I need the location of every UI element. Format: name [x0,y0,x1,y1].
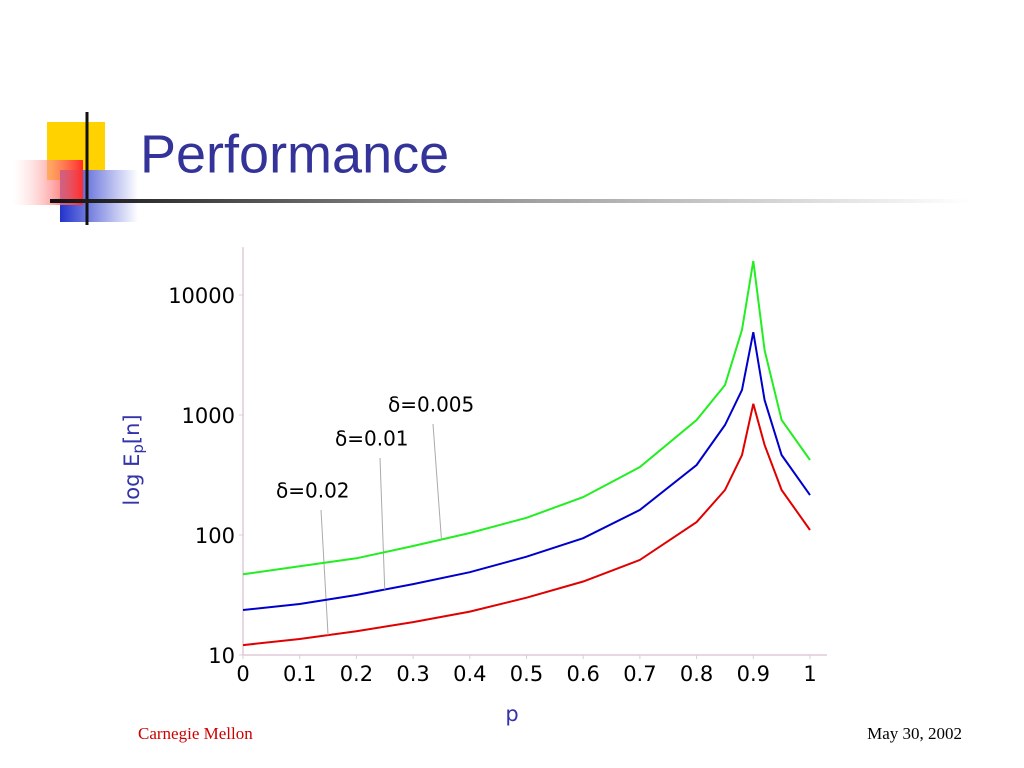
label-leader [432,423,442,540]
y-tick-label: 10000 [168,284,235,308]
label-leader [379,457,386,590]
x-tick-label: 0.1 [283,662,316,686]
series-line [242,332,811,611]
series-label: δ=0.01 [335,427,409,451]
x-tick-label: 0.8 [680,662,713,686]
y-tick-label: 1000 [182,404,235,428]
y-axis-label: log Ep[n] [120,414,147,505]
y-tick-label: 10 [208,644,235,668]
x-tick-label: 0.4 [453,662,486,686]
x-tick-label: 0.9 [737,662,770,686]
x-tick-label: 0.6 [566,662,599,686]
x-tick-label: 0 [236,662,249,686]
y-tick-label: 100 [195,524,235,548]
footer-left: Carnegie Mellon [138,724,253,743]
series-line [242,403,811,647]
footer-right: May 30, 2002 [867,724,962,743]
plot: 10 100 1000 10000 0 0.1 0.2 0.3 0.4 0.5 0.6 0.7 0.8 0… [168,247,828,686]
series-label: δ=0.005 [388,393,474,417]
x-tick-label: 0.7 [623,662,656,686]
x-tick-label: 0.3 [396,662,429,686]
series-line [242,260,811,576]
slide-title: Performance [140,124,449,184]
x-tick-label: 0.2 [340,662,373,686]
series-label: δ=0.02 [276,479,350,503]
logo-decoration [13,112,970,225]
x-tick-label: 0.5 [510,662,543,686]
y-axis-label-main: log E [120,454,144,506]
x-tick-label: 1 [803,662,816,686]
y-axis-label-tail: [n] [120,414,144,444]
x-axis-label: p [505,702,518,726]
y-axis-label-sub: p [129,444,147,454]
label-leader [320,509,329,636]
